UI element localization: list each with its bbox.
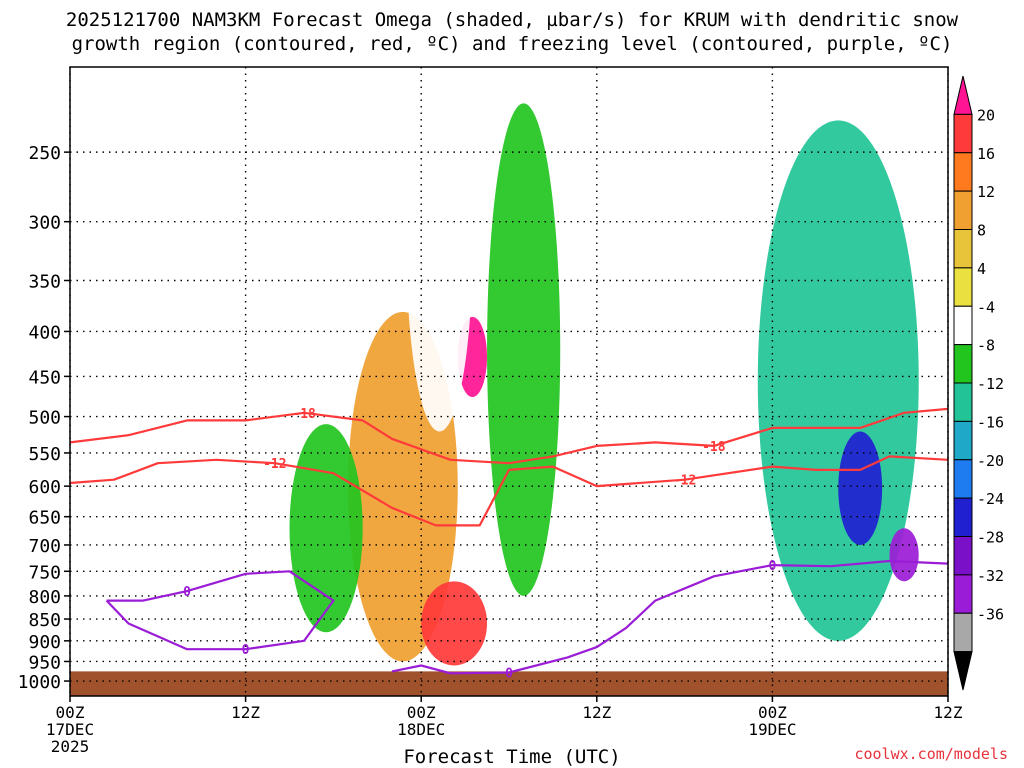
colorbar-swatch-5	[953, 267, 973, 307]
x-tick-label-12-0: 12Z	[231, 703, 260, 722]
omega-shading-layer	[70, 67, 948, 696]
y-tick-label-800: 800	[28, 587, 61, 608]
colorbar-label-1: 16	[977, 145, 995, 163]
colorbar-swatch-7	[953, 344, 973, 384]
colorbar-swatch-8	[953, 382, 973, 422]
y-tick-label-400: 400	[28, 322, 61, 343]
y-tick-label-450: 450	[28, 367, 61, 388]
colorbar-swatch-13	[953, 574, 973, 614]
contour-label-dgz-minus-12-1: -12	[673, 474, 696, 489]
surface-ground	[70, 671, 948, 696]
contour-label-freezing-level-1: 0	[242, 643, 250, 658]
contour-label-freezing-level-lower-1: 0	[768, 559, 776, 574]
contour-label-dgz-minus-12-0: -12	[263, 457, 286, 472]
y-tick-label-900: 900	[28, 632, 61, 653]
chart-title-line-1: 2025121700 NAM3KM Forecast Omega (shaded…	[65, 9, 959, 31]
colorbar-swatch-14	[953, 612, 973, 653]
y-tick-label-750: 750	[28, 562, 61, 583]
contour-layer: -18 -18 -12 -12 0 0 0 0	[70, 407, 948, 682]
colorbar-label-5: -4	[977, 298, 995, 316]
x-tick-label-0-0: 00Z	[56, 703, 85, 722]
x-tick-label-24-0: 00Z	[407, 703, 436, 722]
y-tick-label-650: 650	[28, 508, 61, 529]
credit-link[interactable]: coolwx.com/models	[854, 745, 1008, 763]
x-axis-label: Forecast Time (UTC)	[403, 746, 621, 768]
omega-cell-ascent-18dec-09z	[487, 103, 561, 596]
contour-freezing-level-lower	[391, 559, 948, 675]
y-tick-label-600: 600	[28, 477, 61, 498]
colorbar-label-3: 8	[977, 222, 986, 240]
y-tick-label-550: 550	[28, 444, 61, 465]
x-tick-label-24-1: 18DEC	[397, 720, 445, 739]
contour-label-freezing-level-0: 0	[183, 585, 191, 600]
omega-cell-subsidence-18dec-06z	[421, 581, 488, 666]
contour-label-dgz-minus-18-1: -18	[702, 440, 726, 455]
x-tick-label-60-0: 12Z	[934, 703, 963, 722]
colorbar-swatch-1	[953, 113, 973, 154]
y-tick-label-950: 950	[28, 652, 61, 673]
y-tick-label-700: 700	[28, 536, 61, 557]
colorbar: 20 16 12 8 4 -4 -8 -12 -16 -20 -24 -28 -32 -36	[953, 75, 1004, 691]
x-tick-label-0-1: 17DEC	[46, 720, 94, 739]
omega-cell-ascent-17dec-15z	[289, 424, 363, 633]
x-tick-label-48-1: 19DEC	[748, 720, 796, 739]
contour-dgz-minus-18	[70, 407, 948, 465]
y-tick-label-850: 850	[28, 610, 61, 631]
x-tick-label-36-0: 12Z	[582, 703, 611, 722]
colorbar-swatch-3	[953, 190, 973, 230]
colorbar-label-0: 20	[977, 106, 995, 124]
y-tick-label-300: 300	[28, 213, 61, 234]
colorbar-swatch-2	[953, 152, 973, 192]
contour-dgz-minus-12	[70, 455, 948, 527]
colorbar-label-11: -28	[977, 529, 1004, 547]
plot-frame	[69, 66, 949, 697]
colorbar-label-4: 4	[977, 260, 986, 278]
contour-label-dgz-minus-18-0: -18	[292, 407, 316, 422]
colorbar-swatch-10	[953, 459, 973, 499]
x-tick-label-0-2: 2025	[51, 737, 90, 756]
colorbar-swatch-6	[953, 305, 973, 346]
colorbar-label-10: -24	[977, 490, 1004, 508]
contour-label-freezing-level-lower-0: 0	[505, 667, 513, 682]
colorbar-label-2: 12	[977, 183, 995, 201]
chart-title-line-2: growth region (contoured, red, ºC) and f…	[71, 33, 953, 55]
omega-cell-ascent-19dec-06z	[838, 431, 883, 545]
colorbar-label-9: -20	[977, 452, 1004, 470]
colorbar-top-arrow	[953, 75, 973, 115]
colorbar-bottom-arrow	[953, 651, 973, 691]
colorbar-swatch-9	[953, 420, 973, 461]
y-tick-label-1000: 1000	[18, 672, 61, 693]
colorbar-label-8: -16	[977, 413, 1004, 431]
omega-cell-ascent-max-19dec	[889, 528, 919, 582]
y-tick-label-250: 250	[28, 143, 61, 164]
contour-freezing-level	[105, 570, 335, 651]
colorbar-swatch-12	[953, 536, 973, 576]
colorbar-label-6: -8	[977, 337, 995, 355]
colorbar-label-12: -32	[977, 567, 1004, 585]
omega-cell-ascent-18dec-00z	[406, 67, 473, 432]
axes: 2503003504004505005506006507007508008509…	[18, 66, 963, 756]
y-tick-label-500: 500	[28, 408, 61, 429]
colorbar-label-13: -36	[977, 605, 1004, 623]
colorbar-swatch-4	[953, 229, 973, 269]
colorbar-swatch-11	[953, 497, 973, 537]
colorbar-label-7: -12	[977, 375, 1004, 393]
x-tick-label-48-0: 00Z	[758, 703, 787, 722]
y-tick-label-350: 350	[28, 272, 61, 293]
